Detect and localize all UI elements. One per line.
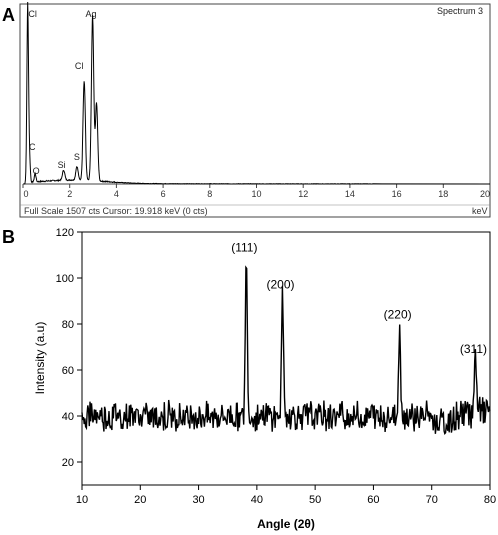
eds-spectrum-title: Spectrum 3: [437, 6, 483, 16]
xrd-x-axis-label: Angle (2θ): [257, 517, 315, 531]
xrd-pattern-panel: 10 20 30 40 50 60 70 80 20 40 60 80 100 120 (111) (200…: [33, 227, 496, 531]
eds-x-ticks: 0 2 4 6 8 10 12 14 16 18 20: [22, 184, 491, 199]
eds-x-tick-label: 20: [480, 189, 490, 199]
xrd-x-tick-label: 60: [367, 494, 379, 506]
xrd-peak-label: (311): [460, 342, 487, 356]
eds-element-label: S: [74, 152, 80, 162]
eds-x-tick-label: 12: [298, 189, 308, 199]
eds-footer-info: Full Scale 1507 cts Cursor: 19.918 keV (…: [24, 206, 208, 216]
xrd-peak-label: (220): [384, 307, 412, 321]
eds-element-label: Cl: [28, 9, 37, 19]
eds-x-tick-label: 10: [251, 189, 261, 199]
xrd-y-tick-label: 60: [62, 365, 74, 377]
xrd-peak-labels: (111) (200) (220) (311): [231, 241, 487, 356]
eds-x-tick-label: 6: [161, 189, 166, 199]
eds-element-label: Cl: [75, 61, 84, 71]
xrd-x-tick-label: 30: [192, 494, 204, 506]
eds-element-label: Si: [58, 160, 66, 170]
xrd-pattern-line: [81, 265, 491, 436]
eds-plot-frame: [19, 3, 491, 218]
xrd-x-tick-label: 80: [484, 494, 496, 506]
eds-spectrum-line: [23, 1, 491, 185]
xrd-peak-label: (111): [231, 241, 257, 255]
xrd-y-tick-label: 100: [56, 273, 74, 285]
xrd-x-tick-label: 20: [134, 494, 146, 506]
eds-element-labels: Cl Ag Cl C O Si S: [28, 9, 96, 176]
eds-x-tick-label: 2: [67, 189, 72, 199]
eds-x-tick-label: 0: [23, 189, 28, 199]
eds-footer-unit: keV: [472, 206, 488, 216]
xrd-x-tick-label: 70: [426, 494, 438, 506]
eds-x-tick-label: 14: [345, 189, 355, 199]
eds-element-label: Ag: [86, 9, 97, 19]
xrd-y-tick-label: 120: [56, 227, 74, 239]
panel-a-letter: A: [2, 5, 15, 25]
xrd-axis-ticks: 10 20 30 40 50 60 70 80 20 40 60 80 100 120: [56, 227, 496, 506]
xrd-x-tick-label: 40: [251, 494, 263, 506]
xrd-y-axis-label: Intensity (a.u): [33, 322, 47, 395]
eds-element-label: C: [29, 142, 36, 152]
xrd-plot-frame: [81, 231, 491, 486]
eds-element-label: O: [33, 166, 40, 176]
xrd-peak-label: (200): [266, 277, 294, 291]
eds-x-tick-label: 16: [392, 189, 402, 199]
xrd-y-tick-label: 80: [62, 319, 74, 331]
panel-b-letter: B: [2, 227, 15, 247]
eds-x-tick-label: 8: [207, 189, 212, 199]
xrd-y-tick-label: 40: [62, 411, 74, 423]
eds-x-tick-label: 4: [114, 189, 119, 199]
eds-x-tick-label: 18: [438, 189, 448, 199]
xrd-x-tick-label: 10: [76, 494, 88, 506]
xrd-x-tick-label: 50: [309, 494, 321, 506]
eds-spectrum-panel: Spectrum 3 0 2 4 6 8 10 12 14 16 18 20 Cl Ag Cl C O Si S…: [19, 1, 491, 218]
xrd-y-tick-label: 20: [62, 457, 74, 469]
